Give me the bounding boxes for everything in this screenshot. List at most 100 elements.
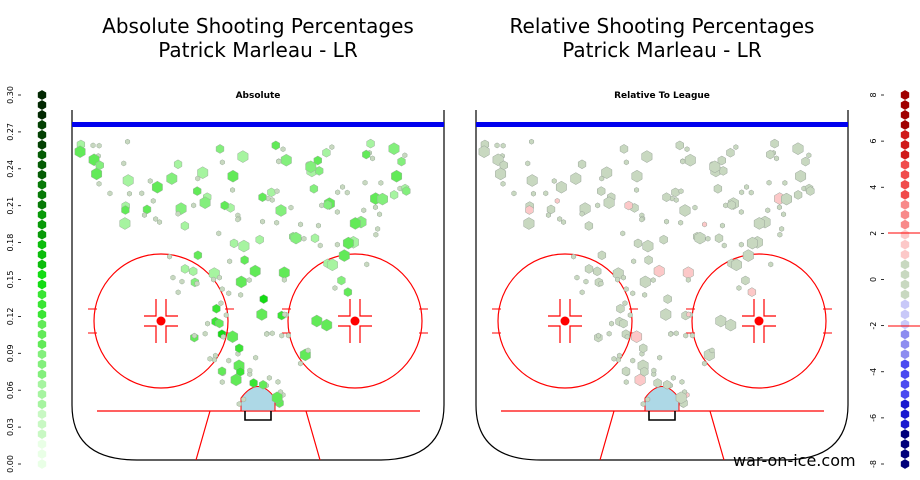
shot-hex (193, 250, 203, 261)
colorbar-tick-label: 4 (869, 185, 878, 190)
shot-hex (642, 239, 654, 253)
shot-hex (574, 274, 580, 281)
shot-hex (247, 367, 253, 374)
shot-hex (240, 255, 249, 265)
shot-hex (259, 294, 268, 304)
absolute-rink: Absolute (71, 91, 445, 461)
colorbar-tick-label: -8 (869, 460, 878, 468)
shot-hex (310, 233, 320, 243)
colorbar-swatch (37, 389, 47, 400)
colorbar-swatch (900, 149, 910, 160)
shot-hex (377, 211, 383, 218)
colorbar-swatch (37, 369, 47, 380)
shot-hex (579, 289, 585, 296)
shot-hex (621, 366, 631, 377)
shot-hex (546, 204, 556, 215)
shot-hex (119, 217, 131, 230)
shot-hex (684, 146, 690, 153)
shot-hex (236, 401, 242, 407)
faceoff-circle (497, 253, 633, 389)
shot-hex (260, 218, 266, 225)
shot-hex (545, 212, 551, 218)
shot-hex (271, 391, 283, 404)
shot-hex (215, 318, 224, 329)
colorbar-swatch (37, 219, 47, 230)
left-title-line2: Patrick Marleau - LR (158, 38, 358, 62)
colorbar-swatch (900, 169, 910, 180)
colorbar-swatch (900, 409, 910, 419)
shot-hex (212, 303, 221, 314)
shot-hex (631, 258, 637, 265)
colorbar-swatch (37, 429, 47, 439)
colorbar-swatch (900, 429, 910, 439)
shot-hex (571, 253, 577, 260)
shot-hex (309, 184, 319, 194)
shot-hex (595, 332, 601, 339)
shot-hex (653, 264, 665, 278)
shot-hex (207, 355, 213, 362)
colorbar-swatch (37, 169, 47, 180)
shot-hex (297, 360, 303, 367)
rink-boards (71, 110, 445, 461)
shot-hex (631, 169, 643, 183)
shot-hex (640, 401, 646, 407)
colorbar-swatch (37, 130, 47, 140)
shot-hex (662, 192, 671, 202)
shot-hex (238, 292, 244, 298)
shot-hex (653, 378, 662, 388)
shot-hex (227, 258, 233, 265)
shot-hex (280, 146, 286, 153)
shot-hex (334, 241, 340, 248)
shot-hex (725, 318, 737, 332)
colorbar-swatch (900, 130, 910, 140)
colorbar-swatch (900, 259, 910, 270)
colorbar-swatch (900, 309, 910, 320)
shot-hex (627, 312, 633, 318)
shot-hex (322, 147, 331, 158)
shot-hex (377, 192, 388, 206)
colorbar-swatch (900, 140, 910, 150)
shot-hex (694, 231, 706, 245)
shot-hex (675, 140, 684, 151)
shot-hex (623, 159, 629, 166)
shot-hex (709, 347, 715, 354)
subplot-title: Absolute (236, 91, 281, 101)
shot-hex (511, 190, 517, 197)
shot-hex (689, 332, 695, 339)
shot-hex (744, 184, 750, 190)
shot-hex (738, 241, 744, 248)
shot-hex (723, 202, 729, 209)
shot-hex (495, 167, 507, 181)
colorbar-tick-label: 0.03 (6, 418, 15, 436)
shot-hex (678, 219, 684, 226)
shot-hex (362, 149, 371, 160)
shot-hex (205, 320, 211, 327)
shot-hex (525, 160, 531, 167)
shot-hex (226, 357, 232, 364)
shot-hex (555, 180, 567, 194)
shot-hex (657, 354, 663, 361)
colorbar-swatch (37, 339, 47, 350)
shot-hex (663, 294, 672, 304)
shot-hex (189, 266, 198, 277)
shot-hex (180, 221, 190, 231)
shot-hex (684, 153, 696, 167)
colorbar-swatch (37, 189, 47, 200)
shot-hex (191, 202, 197, 209)
relative-rink: Relative To League (475, 91, 849, 461)
shot-hex (107, 190, 113, 197)
colorbar-tick-label: 0.21 (6, 197, 15, 215)
colorbar-swatch (900, 349, 910, 360)
colorbar-swatch (37, 379, 47, 390)
shot-hex (639, 275, 651, 289)
shot-hex (175, 210, 181, 217)
colorbar-swatch (900, 369, 910, 380)
shot-hex (151, 180, 163, 194)
shot-hex (173, 159, 183, 170)
shot-hex (727, 200, 736, 210)
colorbar-swatch (37, 409, 47, 419)
shot-hex (332, 285, 338, 291)
colorbar-swatch (37, 299, 47, 310)
colorbar-swatch (900, 269, 910, 280)
right-colorbar: -8 -6 -4 -2 0 2 4 6 8 (869, 90, 910, 469)
